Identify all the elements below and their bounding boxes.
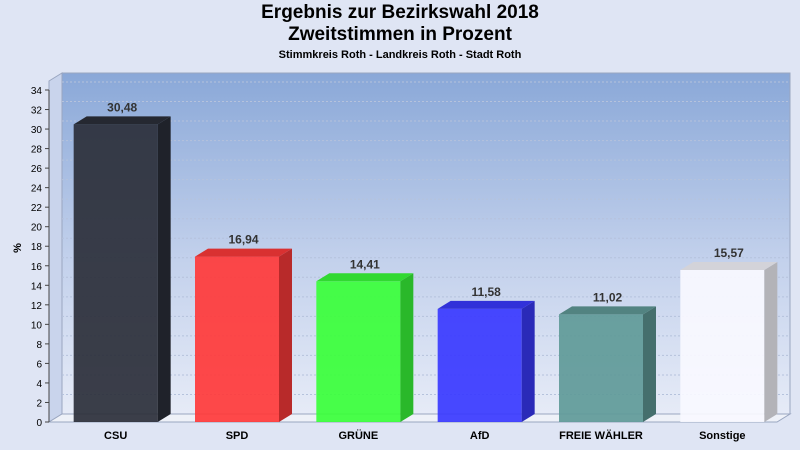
plot-background [61, 72, 791, 415]
y-tick-label: 28 [31, 145, 43, 156]
bar [195, 248, 292, 422]
bar-side [279, 248, 292, 422]
bar [73, 116, 171, 422]
x-tick-label: CSU [104, 430, 127, 442]
y-tick-label: 6 [36, 359, 42, 370]
bar-top [680, 261, 778, 270]
bar-front [316, 281, 401, 422]
bar-value-label: 16,94 [228, 233, 258, 247]
y-tick-label: 30 [31, 125, 43, 136]
bar-value-label: 11,58 [471, 285, 501, 299]
y-tick-label: 8 [36, 340, 42, 351]
y-tick-label: 22 [31, 203, 43, 214]
bar-side [400, 273, 414, 422]
x-tick-label: Sonstige [699, 430, 745, 442]
y-tick-label: 26 [31, 164, 43, 175]
bar-front [195, 256, 279, 422]
y-tick-label: 14 [31, 281, 43, 292]
bar [680, 261, 778, 422]
x-tick-label: AfD [470, 430, 490, 442]
x-tick-label: GRÜNE [338, 429, 378, 442]
x-tick-label: FREIE WÄHLER [559, 429, 643, 442]
y-tick-label: 10 [31, 320, 43, 331]
bar-side [521, 300, 535, 422]
y-tick-label: 0 [36, 418, 42, 429]
bar-top [73, 116, 171, 125]
bar-top [316, 273, 414, 282]
y-tick-label: 24 [31, 184, 43, 195]
bar-value-label: 11,02 [593, 290, 623, 304]
chart-title-line-2: Zweitstimmen in Prozent [288, 24, 512, 45]
y-tick-label: 20 [31, 223, 43, 234]
bar-front [73, 124, 158, 422]
chart-title-line-1: Ergebnis zur Bezirkswahl 2018 [261, 2, 539, 23]
y-tick-label: 32 [31, 106, 43, 117]
plot-side-wall [48, 72, 63, 423]
bar-front [680, 269, 765, 422]
bar [437, 300, 535, 422]
bar [316, 273, 414, 422]
title-block: Ergebnis zur Bezirkswahl 2018 Zweitstimm… [0, 2, 800, 61]
bar-value-label: 30,48 [107, 100, 137, 114]
bar-value-label: 15,57 [714, 246, 744, 260]
y-tick-label: 4 [36, 379, 42, 390]
y-tick-label: 12 [31, 301, 43, 312]
bar [559, 306, 656, 422]
y-tick-label: 18 [31, 242, 43, 253]
y-tick-label: 34 [31, 86, 43, 97]
bar-front [437, 308, 522, 422]
bar-top [195, 248, 292, 257]
bar-side [764, 261, 778, 422]
chart-subtitle: Stimmkreis Roth - Landkreis Roth - Stadt… [278, 49, 522, 61]
bar-top [559, 306, 656, 315]
bar-side [157, 116, 171, 422]
y-tick-label: 2 [36, 398, 42, 409]
bar-side [643, 306, 656, 422]
bar-value-label: 14,41 [350, 257, 380, 271]
y-tick-label: 16 [31, 262, 43, 273]
x-tick-label: SPD [226, 430, 249, 442]
bar-top [437, 300, 535, 309]
y-axis-label: % [12, 243, 24, 253]
bar-front [559, 314, 643, 422]
